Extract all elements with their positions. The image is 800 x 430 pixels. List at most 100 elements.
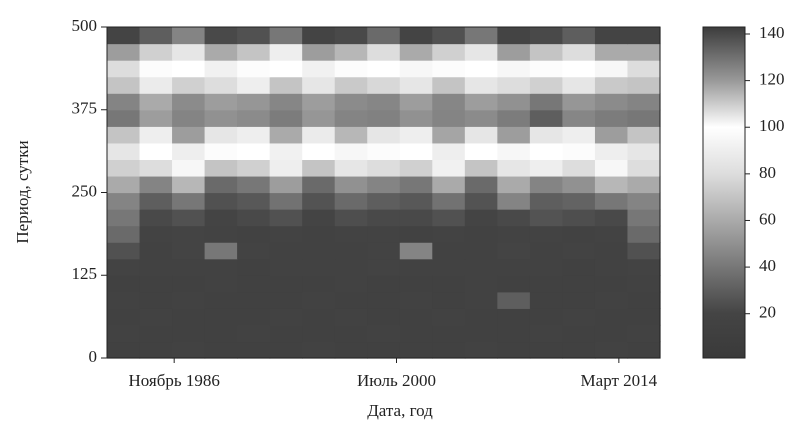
heatmap-cell xyxy=(205,292,238,309)
y-tick-label: 375 xyxy=(72,99,98,118)
y-tick-label: 250 xyxy=(72,181,98,200)
heatmap-cell xyxy=(237,308,270,325)
heatmap-cell xyxy=(465,176,498,193)
heatmap-cell xyxy=(432,341,465,358)
heatmap-cell xyxy=(205,126,238,143)
heatmap-cell xyxy=(627,242,660,259)
heatmap-cell xyxy=(400,143,433,160)
x-axis-label: Дата, год xyxy=(367,401,433,420)
x-tick-label: Июль 2000 xyxy=(357,371,436,390)
heatmap-cell xyxy=(465,341,498,358)
heatmap-cell xyxy=(335,341,368,358)
heatmap-cell xyxy=(172,93,205,110)
heatmap-cell xyxy=(400,325,433,342)
heatmap-cell xyxy=(595,110,628,127)
heatmap-cell xyxy=(107,308,140,325)
colorbar-tick-label: 100 xyxy=(759,116,785,135)
heatmap-cell xyxy=(367,77,400,94)
heatmap-cell xyxy=(627,308,660,325)
heatmap-cell xyxy=(335,60,368,77)
heatmap-cell xyxy=(107,242,140,259)
heatmap-cell xyxy=(172,325,205,342)
heatmap-cell xyxy=(400,176,433,193)
heatmap-cell xyxy=(530,60,563,77)
heatmap-cell xyxy=(562,193,595,210)
heatmap-cell xyxy=(497,209,530,226)
heatmap-cell xyxy=(595,259,628,276)
heatmap-cell xyxy=(497,159,530,176)
heatmap-cell xyxy=(465,209,498,226)
heatmap-cell xyxy=(107,275,140,292)
heatmap-cell xyxy=(205,226,238,243)
heatmap-cell xyxy=(205,325,238,342)
heatmap-cell xyxy=(302,159,335,176)
heatmap-cell xyxy=(432,275,465,292)
heatmap-cell xyxy=(107,259,140,276)
heatmap-cell xyxy=(335,176,368,193)
heatmap-cell xyxy=(367,126,400,143)
heatmap-cell xyxy=(237,193,270,210)
heatmap-cell xyxy=(172,44,205,61)
heatmap-cell xyxy=(465,110,498,127)
heatmap-cell xyxy=(595,275,628,292)
heatmap-cell xyxy=(627,27,660,44)
heatmap-cell xyxy=(627,341,660,358)
heatmap-cell xyxy=(432,93,465,110)
heatmap-cell xyxy=(400,308,433,325)
heatmap-cell xyxy=(465,93,498,110)
heatmap-cell xyxy=(107,27,140,44)
heatmap-cell xyxy=(530,176,563,193)
heatmap-cell xyxy=(270,226,303,243)
heatmap-cell xyxy=(562,325,595,342)
heatmap-cell xyxy=(465,193,498,210)
heatmap-cell xyxy=(497,60,530,77)
heatmap-cell xyxy=(172,126,205,143)
heatmap-cell xyxy=(595,193,628,210)
heatmap-cell xyxy=(595,325,628,342)
heatmap-cell xyxy=(595,242,628,259)
heatmap-cell xyxy=(237,44,270,61)
heatmap-cell xyxy=(562,27,595,44)
heatmap-cell xyxy=(562,308,595,325)
heatmap-cell xyxy=(465,292,498,309)
heatmap-cell xyxy=(205,275,238,292)
heatmap-cell xyxy=(530,27,563,44)
heatmap-cell xyxy=(627,44,660,61)
heatmap-cell xyxy=(367,60,400,77)
heatmap-cell xyxy=(302,259,335,276)
heatmap-cell xyxy=(140,259,173,276)
heatmap-cell xyxy=(270,341,303,358)
heatmap-cell xyxy=(107,209,140,226)
heatmap-cell xyxy=(400,275,433,292)
heatmap-cell xyxy=(270,126,303,143)
heatmap-cell xyxy=(497,242,530,259)
heatmap-cell xyxy=(172,60,205,77)
heatmap-cell xyxy=(530,126,563,143)
heatmap-cell xyxy=(270,159,303,176)
heatmap-cell xyxy=(465,259,498,276)
heatmap-cell xyxy=(302,275,335,292)
heatmap-cell xyxy=(367,308,400,325)
heatmap-cell xyxy=(172,226,205,243)
heatmap-cell xyxy=(432,209,465,226)
heatmap-cell xyxy=(627,159,660,176)
heatmap-cell xyxy=(562,44,595,61)
heatmap-cell xyxy=(530,209,563,226)
heatmap-cell xyxy=(562,259,595,276)
heatmap-cell xyxy=(140,176,173,193)
heatmap-cell xyxy=(497,341,530,358)
heatmap-cell xyxy=(595,93,628,110)
heatmap-cell xyxy=(302,209,335,226)
heatmap-cell xyxy=(270,143,303,160)
heatmap-cell xyxy=(432,308,465,325)
heatmap-cell xyxy=(237,242,270,259)
heatmap-cell xyxy=(562,143,595,160)
heatmap-cell xyxy=(205,60,238,77)
heatmap-cell xyxy=(172,209,205,226)
heatmap-cell xyxy=(627,292,660,309)
heatmap-cell xyxy=(530,77,563,94)
heatmap-cell xyxy=(172,193,205,210)
heatmap-cell xyxy=(270,27,303,44)
heatmap-cell xyxy=(562,341,595,358)
heatmap-cell xyxy=(562,209,595,226)
